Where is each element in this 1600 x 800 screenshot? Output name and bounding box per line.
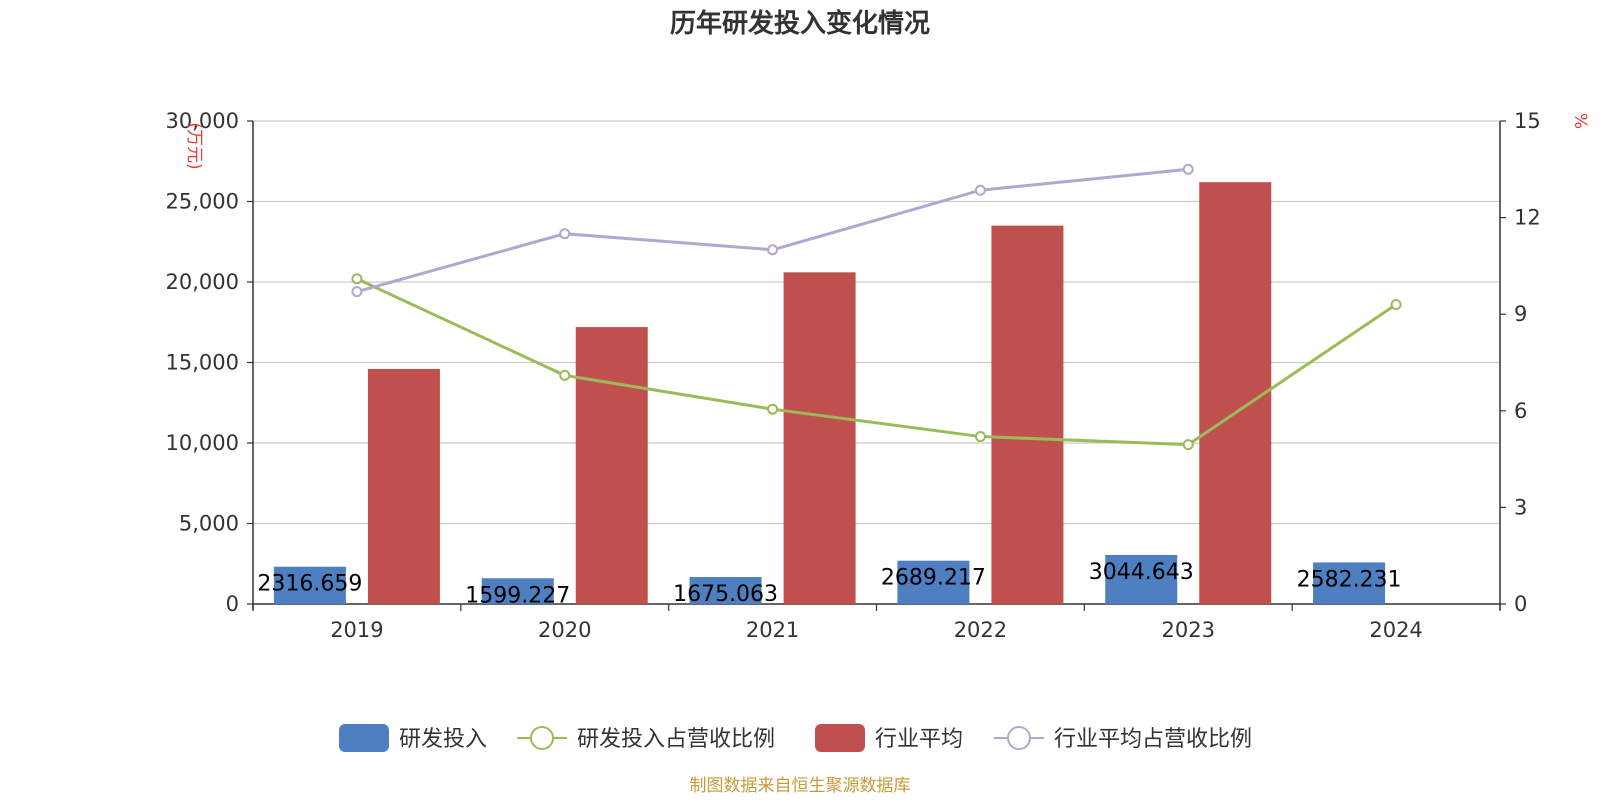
bar-行业平均 bbox=[991, 225, 1064, 604]
legend-marker-研发投入占营收比例 bbox=[530, 726, 554, 750]
bar-研发投入 bbox=[689, 577, 762, 604]
bar-行业平均 bbox=[1199, 182, 1272, 604]
legend-label: 研发投入占营收比例 bbox=[577, 727, 775, 752]
left-axis-unit: (万元) bbox=[184, 122, 204, 169]
lines bbox=[351, 163, 1402, 451]
bar-研发投入 bbox=[481, 578, 554, 604]
point-行业平均占营收比例 bbox=[1182, 163, 1194, 175]
point-研发投入占营收比例 bbox=[351, 273, 363, 285]
axes: 0 5,000 10,000 15,000 20,000 25,000 30,000 0 3 6 9… bbox=[166, 109, 1541, 642]
bar-行业平均 bbox=[367, 368, 440, 604]
x-tick-label: 2021 bbox=[746, 618, 799, 642]
legend-swatch-研发投入 bbox=[339, 724, 389, 752]
point-研发投入占营收比例 bbox=[767, 403, 779, 415]
right-axis-unit: % bbox=[1570, 113, 1590, 129]
left-tick-label: 25,000 bbox=[166, 190, 239, 214]
x-tick-label: 2023 bbox=[1162, 618, 1215, 642]
point-研发投入占营收比例 bbox=[1182, 439, 1194, 451]
bar-value-label: 1599.227 bbox=[465, 583, 570, 608]
bar-行业平均 bbox=[783, 272, 856, 604]
point-研发投入占营收比例 bbox=[559, 369, 571, 381]
right-tick-label: 12 bbox=[1514, 206, 1541, 230]
x-tick-label: 2020 bbox=[538, 618, 591, 642]
chart-title: 历年研发投入变化情况 bbox=[670, 8, 930, 39]
right-tick-label: 6 bbox=[1514, 399, 1527, 423]
bars bbox=[273, 182, 1386, 604]
left-tick-label: 15,000 bbox=[166, 351, 239, 375]
left-tick-label: 30,000 bbox=[166, 109, 239, 133]
right-tick-label: 3 bbox=[1514, 495, 1527, 519]
point-行业平均占营收比例 bbox=[767, 244, 779, 256]
legend-label: 行业平均 bbox=[875, 727, 963, 752]
bar-研发投入 bbox=[1105, 554, 1178, 604]
bar-研发投入 bbox=[897, 560, 970, 604]
legend-label: 研发投入 bbox=[399, 727, 487, 752]
left-tick-label: 10,000 bbox=[166, 431, 239, 455]
legend-swatch-行业平均 bbox=[815, 724, 865, 752]
bar-value-label: 2582.231 bbox=[1297, 567, 1402, 592]
x-tick-label: 2024 bbox=[1369, 618, 1422, 642]
point-行业平均占营收比例 bbox=[559, 228, 571, 240]
bar-研发投入 bbox=[1313, 562, 1386, 604]
x-tick-label: 2019 bbox=[330, 618, 383, 642]
left-tick-label: 20,000 bbox=[166, 270, 239, 294]
point-行业平均占营收比例 bbox=[351, 286, 363, 298]
bar-value-label: 2316.659 bbox=[257, 572, 362, 597]
left-tick-label: 5,000 bbox=[179, 512, 239, 536]
legend: 研发投入 研发投入占营收比例 行业平均 行业平均占营收比例 bbox=[339, 724, 1252, 752]
bar-行业平均 bbox=[575, 327, 648, 604]
line-研发投入占营收比例 bbox=[356, 277, 1397, 447]
bar-value-label: 3044.643 bbox=[1089, 560, 1194, 585]
point-研发投入占营收比例 bbox=[1390, 299, 1402, 311]
bar-value-label: 2689.217 bbox=[881, 566, 986, 591]
data-labels: 2316.659 1599.227 1675.063 2689.217 3044.643… bbox=[257, 560, 1401, 608]
x-tick-label: 2022 bbox=[954, 618, 1007, 642]
right-tick-label: 9 bbox=[1514, 302, 1527, 326]
source-note: 制图数据来自恒生聚源数据库 bbox=[690, 776, 911, 796]
bar-value-label: 1675.063 bbox=[673, 582, 778, 607]
legend-marker-行业平均占营收比例 bbox=[1007, 726, 1031, 750]
right-tick-label: 0 bbox=[1514, 592, 1527, 616]
line-行业平均占营收比例 bbox=[356, 167, 1189, 294]
point-行业平均占营收比例 bbox=[974, 184, 986, 196]
right-tick-label: 15 bbox=[1514, 109, 1541, 133]
bar-研发投入 bbox=[273, 566, 346, 604]
grid-lines bbox=[253, 120, 1500, 525]
legend-label: 行业平均占营收比例 bbox=[1054, 727, 1252, 752]
point-研发投入占营收比例 bbox=[974, 431, 986, 443]
left-tick-label: 0 bbox=[226, 592, 239, 616]
